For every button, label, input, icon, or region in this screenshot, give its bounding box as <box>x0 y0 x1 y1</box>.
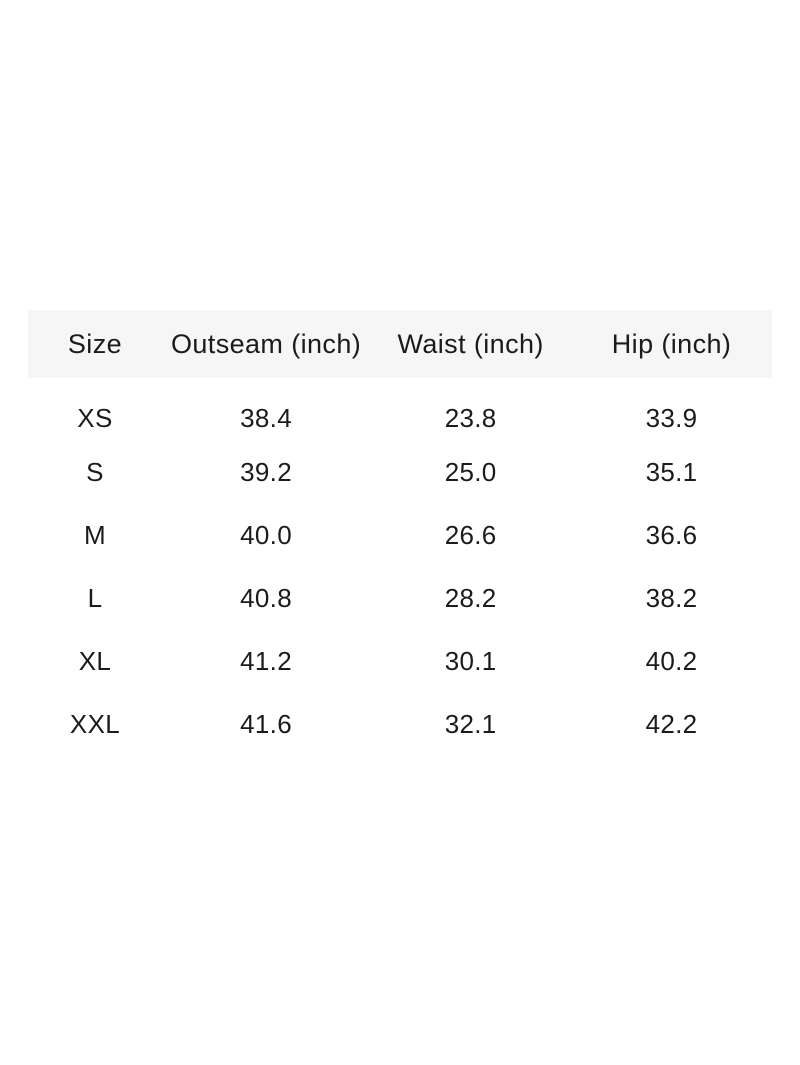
table-row-xl: XL 41.2 30.1 40.2 <box>28 630 772 693</box>
cell-waist: 28.2 <box>444 583 497 613</box>
header-cell-waist: Waist (inch) <box>397 328 544 359</box>
table-row-xs: XS 38.4 23.8 33.9 <box>28 378 772 441</box>
cell-outseam: 40.0 <box>240 520 292 550</box>
cell-outseam: 41.6 <box>240 709 292 739</box>
cell-hip: 35.1 <box>645 457 698 487</box>
cell-waist: 30.1 <box>444 646 497 676</box>
cell-size: M <box>83 520 106 550</box>
cell-outseam: 40.8 <box>240 583 292 613</box>
table-row-m: M 40.0 26.6 36.6 <box>28 504 772 567</box>
size-chart-body: XS 38.4 23.8 33.9 S 39.2 25.0 35.1 M 40.… <box>28 378 772 756</box>
cell-hip: 36.6 <box>645 520 698 550</box>
cell-size: L <box>87 583 103 613</box>
cell-size: S <box>86 457 104 487</box>
cell-outseam: 41.2 <box>240 646 292 676</box>
header-cell-outseam: Outseam (inch) <box>170 328 362 359</box>
cell-hip: 33.9 <box>645 403 698 433</box>
cell-waist: 23.8 <box>444 403 497 433</box>
cell-waist: 32.1 <box>444 709 497 739</box>
table-row-l: L 40.8 28.2 38.2 <box>28 567 772 630</box>
cell-waist: 25.0 <box>444 457 497 487</box>
cell-size: XXL <box>69 709 120 739</box>
cell-size: XL <box>78 646 112 676</box>
size-chart: Size Outseam (inch) Waist (inch) Hip (in… <box>28 310 772 756</box>
cell-hip: 38.2 <box>645 583 698 613</box>
cell-size: XS <box>77 403 113 433</box>
header-cell-hip: Hip (inch) <box>611 328 732 359</box>
size-chart-header: Size Outseam (inch) Waist (inch) Hip (in… <box>28 310 772 378</box>
table-row-xxl: XXL 41.6 32.1 42.2 <box>28 693 772 756</box>
size-chart-table: Size Outseam (inch) Waist (inch) Hip (in… <box>28 310 772 756</box>
header-row: Size Outseam (inch) Waist (inch) Hip (in… <box>28 310 772 378</box>
cell-waist: 26.6 <box>444 520 497 550</box>
cell-hip: 40.2 <box>645 646 698 676</box>
table-row-s: S 39.2 25.0 35.1 <box>28 441 772 504</box>
cell-hip: 42.2 <box>645 709 698 739</box>
cell-outseam: 38.4 <box>240 403 292 433</box>
cell-outseam: 39.2 <box>240 457 292 487</box>
header-cell-size: Size <box>67 328 123 359</box>
